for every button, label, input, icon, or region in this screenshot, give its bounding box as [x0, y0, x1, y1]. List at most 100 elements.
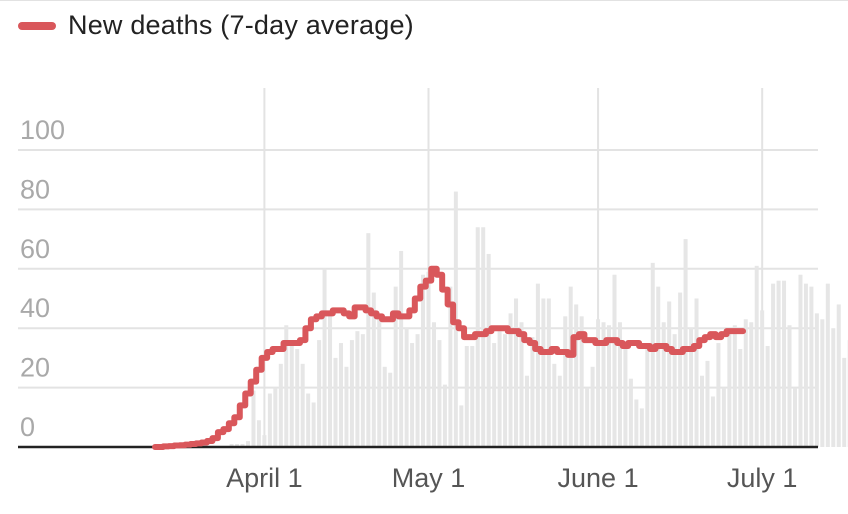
daily-bar: [579, 316, 584, 447]
daily-bar: [803, 283, 808, 447]
daily-bar: [782, 280, 787, 447]
daily-bar: [497, 331, 502, 447]
daily-bar: [765, 346, 770, 447]
daily-bar: [360, 334, 365, 447]
daily-bar: [727, 328, 732, 447]
daily-bar: [256, 420, 261, 447]
daily-bar: [322, 268, 327, 447]
daily-bar: [738, 348, 743, 447]
daily-bar: [289, 343, 294, 447]
daily-bar: [634, 399, 639, 447]
daily-bar: [792, 387, 797, 447]
daily-bar: [404, 328, 409, 447]
daily-bar: [574, 304, 579, 447]
y-tick-label: 100: [20, 115, 65, 145]
x-tick-label: April 1: [226, 463, 303, 493]
daily-bar: [814, 313, 819, 447]
daily-bars-layer: [229, 191, 848, 447]
y-tick-label: 40: [20, 293, 50, 323]
daily-bar: [442, 384, 447, 447]
daily-bar: [842, 357, 847, 447]
daily-bar: [448, 286, 453, 447]
top-divider: [0, 0, 848, 1]
daily-bar: [245, 441, 250, 447]
daily-bar: [251, 390, 256, 447]
daily-bar: [235, 444, 240, 447]
y-tick-label: 0: [20, 412, 35, 442]
daily-bar: [732, 325, 737, 447]
daily-bar: [705, 360, 710, 447]
daily-bar: [568, 286, 573, 447]
daily-bar: [229, 444, 234, 447]
daily-bar: [612, 274, 617, 447]
daily-bar: [710, 396, 715, 447]
daily-bar: [541, 298, 546, 447]
daily-bar: [262, 435, 267, 447]
daily-bar: [683, 239, 688, 447]
y-tick-label: 60: [20, 234, 50, 264]
seven-day-average-line: [152, 265, 747, 450]
daily-bar: [749, 322, 754, 447]
daily-bar: [366, 233, 371, 447]
daily-bar: [650, 262, 655, 447]
daily-bar: [524, 375, 529, 447]
y-tick-label: 20: [20, 353, 50, 383]
y-tick-label: 80: [20, 174, 50, 204]
daily-bar: [470, 346, 475, 447]
daily-bar: [776, 280, 781, 447]
daily-bar: [464, 346, 469, 447]
daily-bar: [530, 337, 535, 447]
daily-bar: [825, 283, 830, 447]
daily-bar: [535, 283, 540, 447]
daily-bar: [399, 250, 404, 447]
x-tick-labels: April 1 May 1 June 1 July 1: [226, 463, 797, 493]
daily-bar: [563, 316, 568, 447]
daily-bar: [557, 375, 562, 447]
daily-bar: [371, 292, 376, 447]
daily-bar: [267, 393, 272, 447]
x-tick-label: May 1: [392, 463, 466, 493]
daily-bar: [437, 340, 442, 447]
daily-bar: [382, 366, 387, 447]
daily-bar: [421, 274, 426, 447]
daily-bar: [295, 348, 300, 447]
daily-bar: [760, 310, 765, 447]
daily-bar: [716, 343, 721, 447]
daily-bar: [601, 322, 606, 447]
daily-bar: [661, 322, 666, 447]
daily-bar: [317, 340, 322, 447]
daily-bar: [503, 334, 508, 447]
daily-bar: [552, 363, 557, 447]
daily-bar: [623, 343, 628, 447]
daily-bar: [694, 298, 699, 447]
daily-bar: [377, 319, 382, 447]
daily-bar: [607, 325, 612, 447]
daily-bar: [306, 393, 311, 447]
daily-bar: [743, 319, 748, 447]
daily-bar: [328, 313, 333, 447]
daily-bar: [678, 292, 683, 447]
daily-bar: [831, 328, 836, 447]
daily-bar: [721, 387, 726, 447]
daily-bar: [754, 265, 759, 447]
daily-bar: [809, 286, 814, 447]
x-tick-label: July 1: [727, 463, 798, 493]
daily-bar: [820, 319, 825, 447]
daily-bar: [596, 319, 601, 447]
daily-bar: [240, 444, 245, 447]
daily-bar: [410, 343, 415, 447]
daily-bar: [311, 402, 316, 447]
daily-bar: [836, 304, 841, 447]
daily-bar: [355, 331, 360, 447]
daily-bar: [628, 378, 633, 447]
daily-bar: [431, 322, 436, 447]
legend: New deaths (7-day average): [18, 10, 414, 41]
daily-bar: [284, 325, 289, 447]
daily-bar: [492, 343, 497, 447]
daily-bar: [617, 322, 622, 447]
daily-bar: [508, 313, 513, 447]
daily-bar: [273, 387, 278, 447]
daily-bar: [645, 343, 650, 447]
daily-bar: [393, 286, 398, 447]
